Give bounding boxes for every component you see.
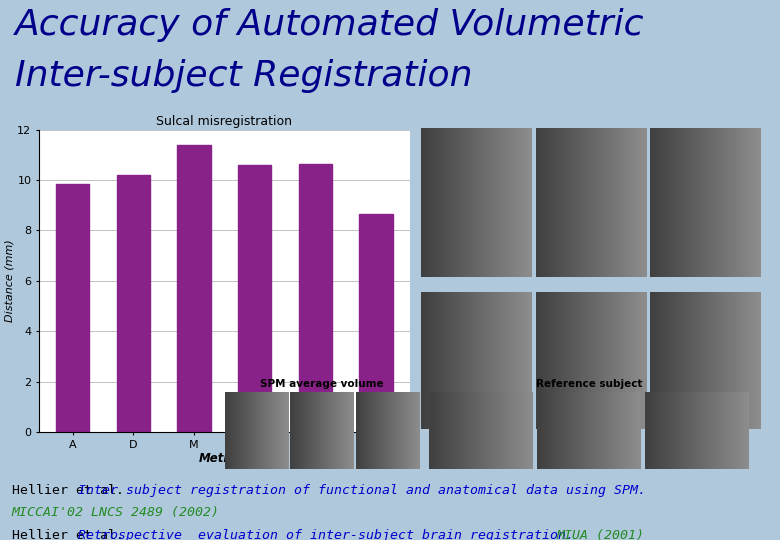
Y-axis label: Distance (mm): Distance (mm) — [5, 239, 15, 322]
Text: MICCAI'02 LNCS 2489 (2002): MICCAI'02 LNCS 2489 (2002) — [12, 506, 220, 519]
Title: Sulcal misregistration: Sulcal misregistration — [156, 116, 292, 129]
Text: Reference subject: Reference subject — [536, 380, 642, 389]
Text: Hellier et al.: Hellier et al. — [12, 484, 123, 497]
Text: Method D: Method D — [569, 298, 613, 307]
Text: Method R: Method R — [569, 451, 612, 460]
Text: SPM average volume: SPM average volume — [260, 380, 384, 389]
Text: Method A: Method A — [455, 298, 498, 307]
Text: Retrospective  evaluation of inter-subject brain registration.: Retrospective evaluation of inter-subjec… — [78, 529, 574, 540]
Text: Method P: Method P — [456, 451, 498, 460]
Bar — [299, 164, 332, 432]
Bar — [360, 214, 392, 432]
Text: Reference subject: Reference subject — [665, 451, 746, 460]
Text: Accuracy of Automated Volumetric: Accuracy of Automated Volumetric — [15, 8, 644, 42]
Text: MIUA (2001): MIUA (2001) — [557, 529, 644, 540]
Bar — [116, 175, 150, 432]
Bar — [56, 184, 89, 432]
Text: Inter subject registration of functional and anatomical data using SPM.: Inter subject registration of functional… — [78, 484, 646, 497]
Text: Inter-subject Registration: Inter-subject Registration — [15, 59, 473, 93]
Bar — [238, 165, 271, 432]
X-axis label: Method: Method — [199, 453, 250, 465]
Bar — [177, 145, 211, 432]
Text: Method M: Method M — [682, 298, 728, 307]
Text: Hellier et al.: Hellier et al. — [12, 529, 123, 540]
